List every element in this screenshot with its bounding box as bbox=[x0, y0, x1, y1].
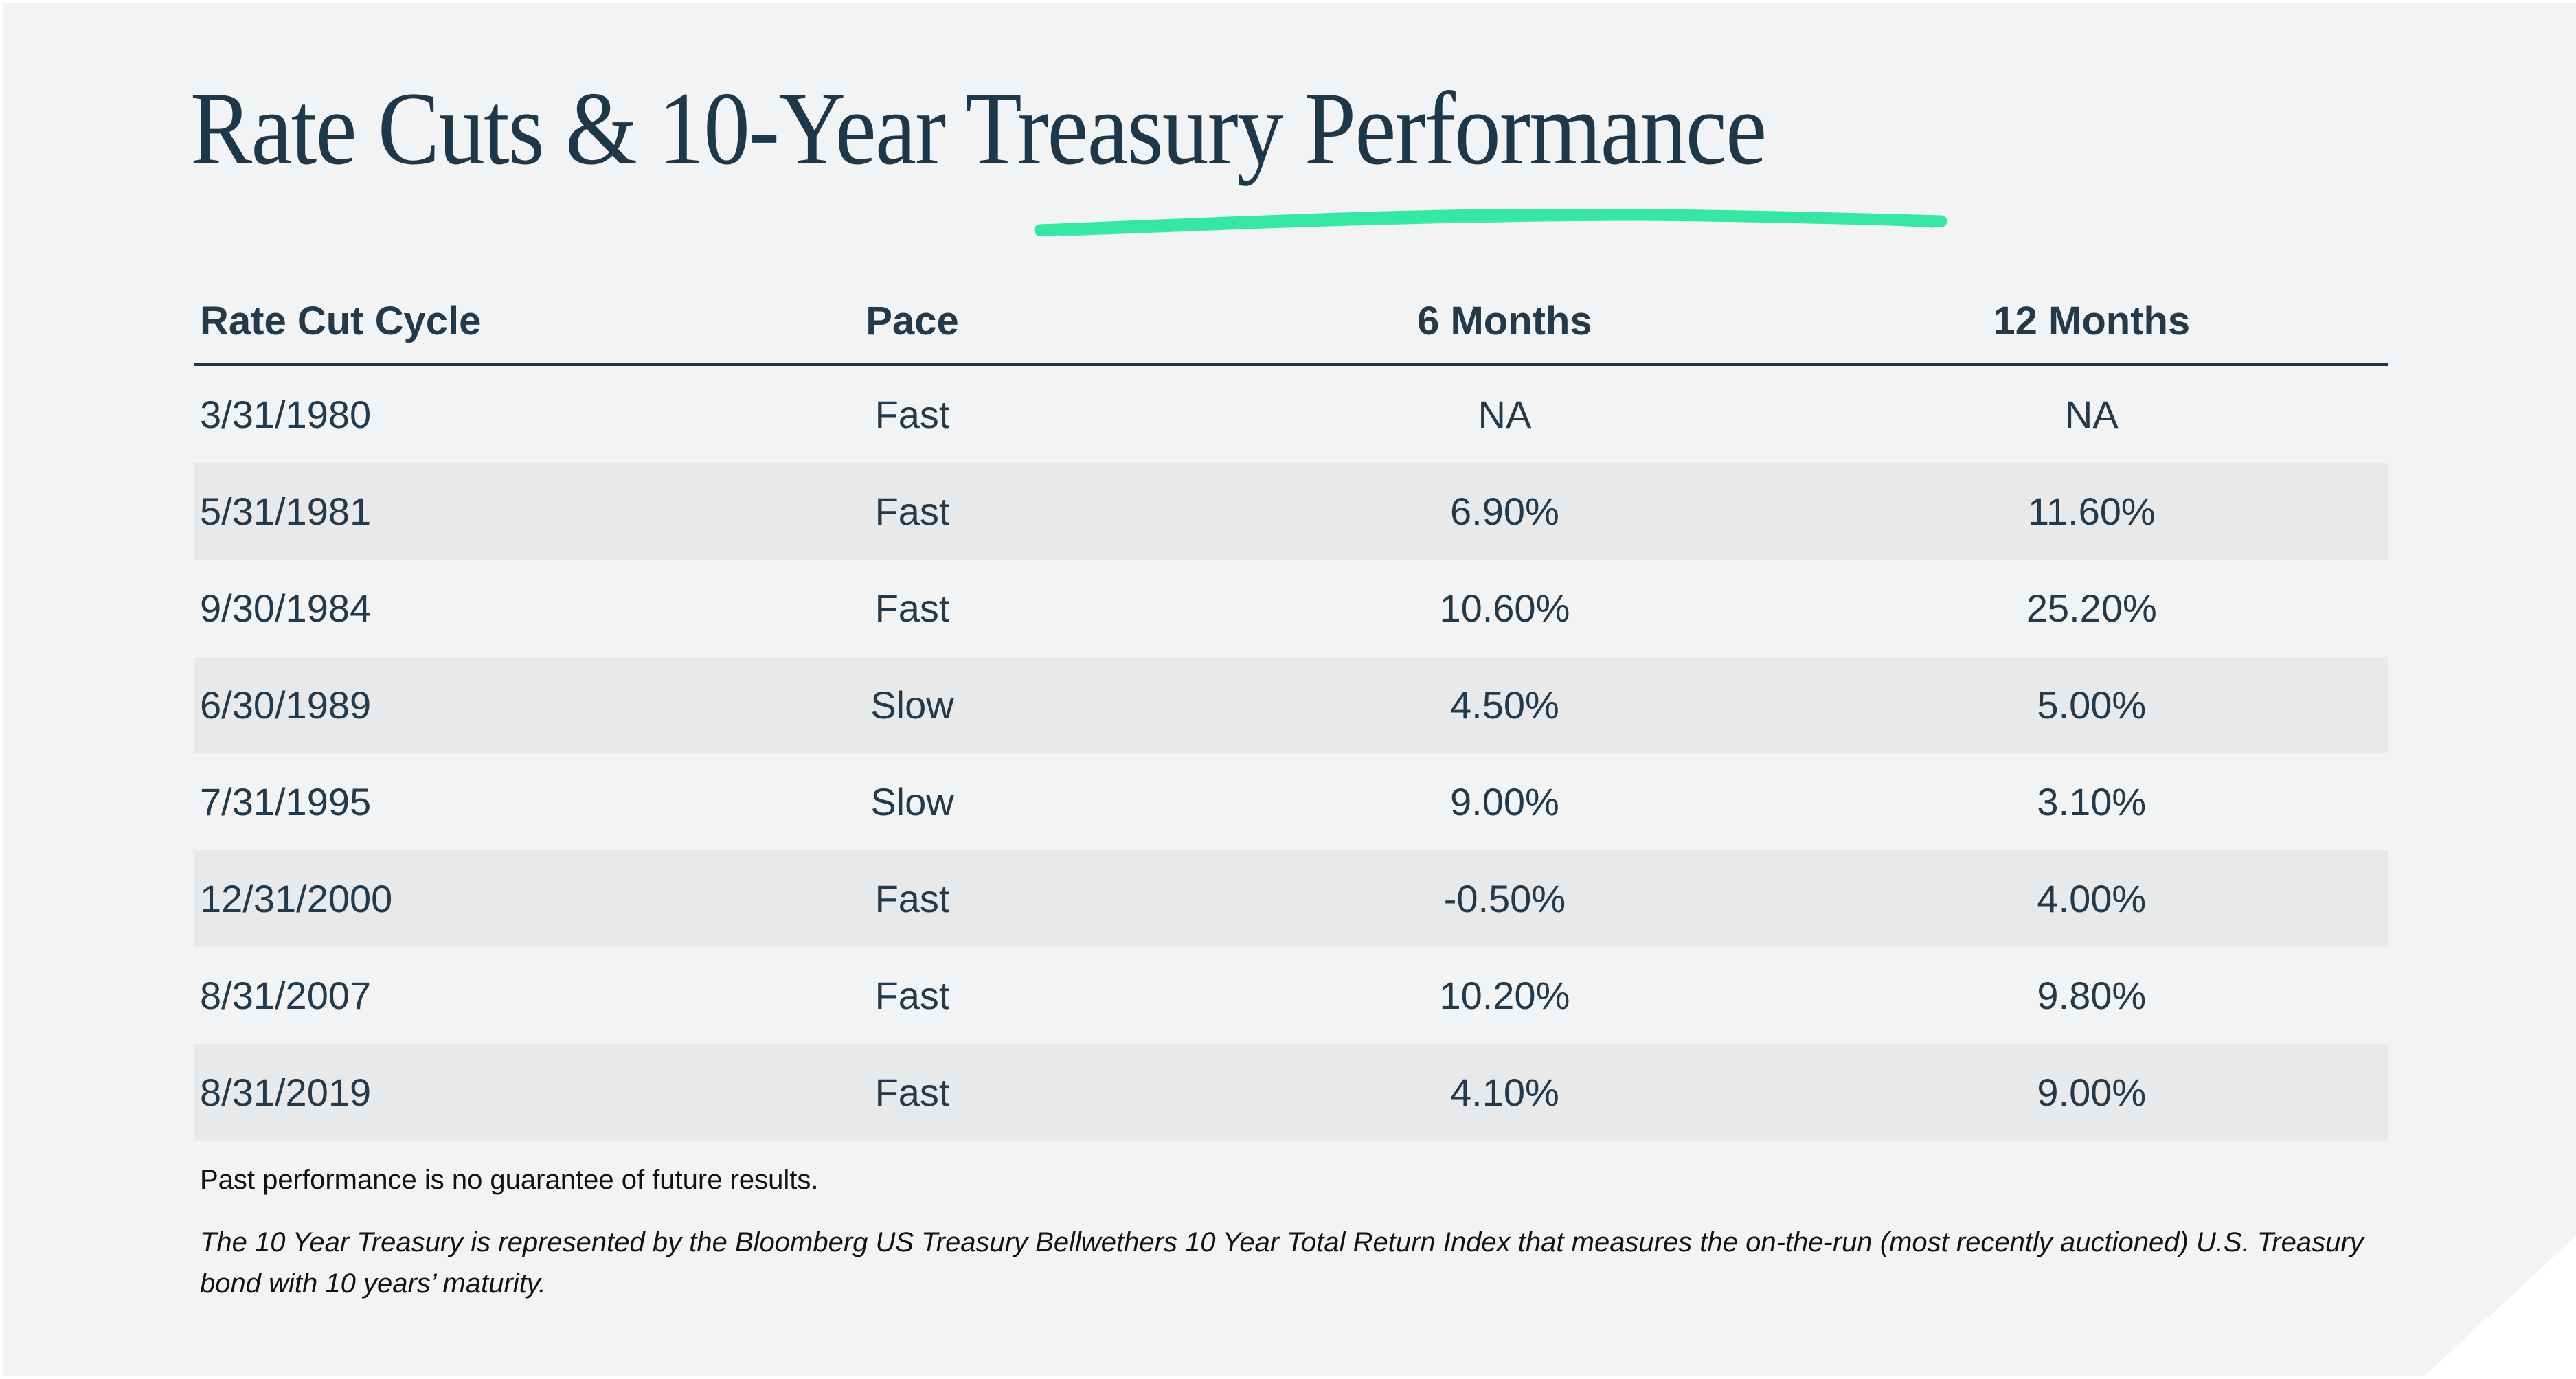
column-header-rate-cut-cycle: Rate Cut Cycle bbox=[200, 299, 482, 343]
column-header-pace: Pace bbox=[866, 299, 959, 343]
table-cell: Slow bbox=[870, 780, 954, 823]
index-definition-note: The 10 Year Treasury is represented by t… bbox=[200, 1227, 2364, 1299]
table-cell: 9/30/1984 bbox=[200, 586, 372, 630]
table-cell: 7/31/1995 bbox=[200, 780, 372, 823]
table-cell: 4.00% bbox=[2037, 877, 2147, 920]
table-cell: 11.60% bbox=[2027, 490, 2156, 533]
table-cell: 5/31/1981 bbox=[200, 490, 372, 533]
table-row: 3/31/1980 Fast NA NA bbox=[194, 366, 2388, 463]
table-cell: Slow bbox=[870, 683, 954, 727]
table-cell: 4.10% bbox=[1450, 1071, 1559, 1114]
table-body: 3/31/1980 Fast NA NA 5/31/1981 Fast 6.90% 11.60… bbox=[194, 366, 2388, 1141]
table-header-row: Rate Cut Cycle Pace 6 Months 12 Months bbox=[194, 279, 2388, 366]
table-cell: NA bbox=[1478, 393, 1532, 436]
table-cell: 10.20% bbox=[1439, 974, 1570, 1017]
table-row: 8/31/2007 Fast 10.20% 9.80% bbox=[194, 947, 2388, 1044]
table-cell: Fast bbox=[874, 586, 950, 630]
table-cell: NA bbox=[2064, 393, 2119, 436]
table-cell: 9.80% bbox=[2037, 974, 2147, 1017]
table-cell: 4.50% bbox=[1450, 683, 1559, 727]
table-cell: Fast bbox=[874, 974, 950, 1017]
table-cell: Fast bbox=[874, 1071, 950, 1114]
table-row: 9/30/1984 Fast 10.60% 25.20% bbox=[194, 560, 2388, 657]
table-cell: Fast bbox=[874, 490, 950, 533]
table-cell: -0.50% bbox=[1443, 877, 1566, 920]
table-cell: 6.90% bbox=[1450, 490, 1559, 533]
table-cell: 10.60% bbox=[1439, 586, 1570, 630]
table-cell: 8/31/2019 bbox=[200, 1071, 372, 1114]
column-header-12-months: 12 Months bbox=[1993, 299, 2191, 343]
table-cell: 12/31/2000 bbox=[200, 877, 393, 920]
content-panel: Rate Cuts & 10-Year Treasury Performance… bbox=[3, 3, 2576, 1376]
table-row: 5/31/1981 Fast 6.90% 11.60% bbox=[194, 463, 2388, 560]
table-cell: 5.00% bbox=[2037, 683, 2147, 727]
table-cell: 3/31/1980 bbox=[200, 393, 372, 436]
page-title: Rate Cuts & 10-Year Treasury Performance bbox=[190, 71, 1767, 186]
table-cell: Fast bbox=[874, 877, 950, 920]
table-cell: Fast bbox=[874, 393, 950, 436]
table-cell: 9.00% bbox=[2037, 1071, 2147, 1114]
table-cell: 8/31/2007 bbox=[200, 974, 372, 1017]
column-header-6-months: 6 Months bbox=[1417, 299, 1592, 343]
table-row: 7/31/1995 Slow 9.00% 3.10% bbox=[194, 753, 2388, 850]
table-cell: 6/30/1989 bbox=[200, 683, 372, 727]
table-row: 6/30/1989 Slow 4.50% 5.00% bbox=[194, 657, 2388, 753]
past-performance-note: Past performance is no guarantee of futu… bbox=[200, 1165, 819, 1195]
table-cell: 3.10% bbox=[2037, 780, 2147, 823]
table-row: 12/31/2000 Fast -0.50% 4.00% bbox=[194, 850, 2388, 947]
table-cell: 9.00% bbox=[1450, 780, 1559, 823]
green-brush-underline bbox=[1034, 208, 1947, 236]
performance-table: Rate Cut Cycle Pace 6 Months 12 Months 3… bbox=[194, 279, 2388, 1141]
table-row: 8/31/2019 Fast 4.10% 9.00% bbox=[194, 1044, 2388, 1141]
table-cell: 25.20% bbox=[2026, 586, 2157, 630]
